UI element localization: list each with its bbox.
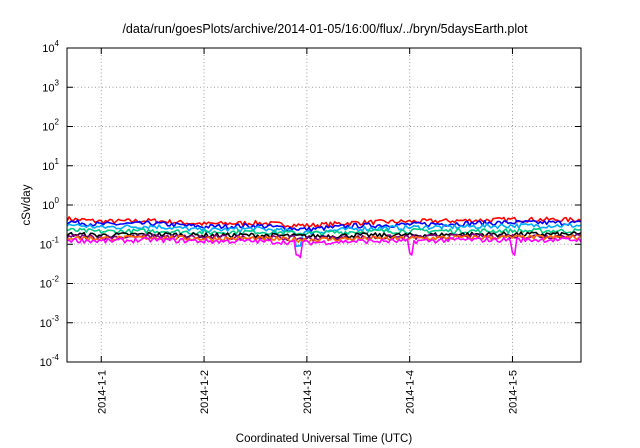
x-tick-label: 2014-1-1 xyxy=(96,370,108,414)
x-tick-label: 2014-1-3 xyxy=(302,370,314,414)
y-axis-label: cSv/day xyxy=(21,184,33,225)
series-line xyxy=(66,216,582,229)
x-tick-label: 2014-1-2 xyxy=(199,370,211,414)
series-line xyxy=(66,234,582,243)
series-line xyxy=(66,219,582,233)
x-tick-labels: 2014-1-1 2014-1-2 2014-1-3 2014-1-4 2014-1-5 xyxy=(96,370,519,414)
series-line xyxy=(66,237,582,259)
series-line xyxy=(66,227,582,237)
y-tick-labels: 10-4 10-3 10-2 10-1 100 101 102 103 104 xyxy=(40,39,60,369)
y-tick-label: 103 xyxy=(42,78,59,94)
x-tick-label: 2014-1-5 xyxy=(507,370,519,414)
chart-title: /data/run/goesPlots/archive/2014-01-05/1… xyxy=(122,22,528,36)
y-tick-label: 102 xyxy=(42,118,59,134)
y-tick-label: 104 xyxy=(42,39,59,55)
x-axis-label: Coordinated Universal Time (UTC) xyxy=(236,433,413,445)
x-tick-label: 2014-1-4 xyxy=(405,370,417,414)
y-tick-label: 100 xyxy=(42,196,59,212)
y-tick-label: 10-3 xyxy=(40,314,60,330)
y-tick-label: 10-2 xyxy=(40,275,60,291)
y-tick-label: 101 xyxy=(42,157,59,173)
y-tick-label: 10-1 xyxy=(40,235,60,251)
grid xyxy=(67,48,581,362)
series-group xyxy=(66,216,582,259)
y-tick-label: 10-4 xyxy=(40,353,60,369)
ticks xyxy=(67,47,581,363)
